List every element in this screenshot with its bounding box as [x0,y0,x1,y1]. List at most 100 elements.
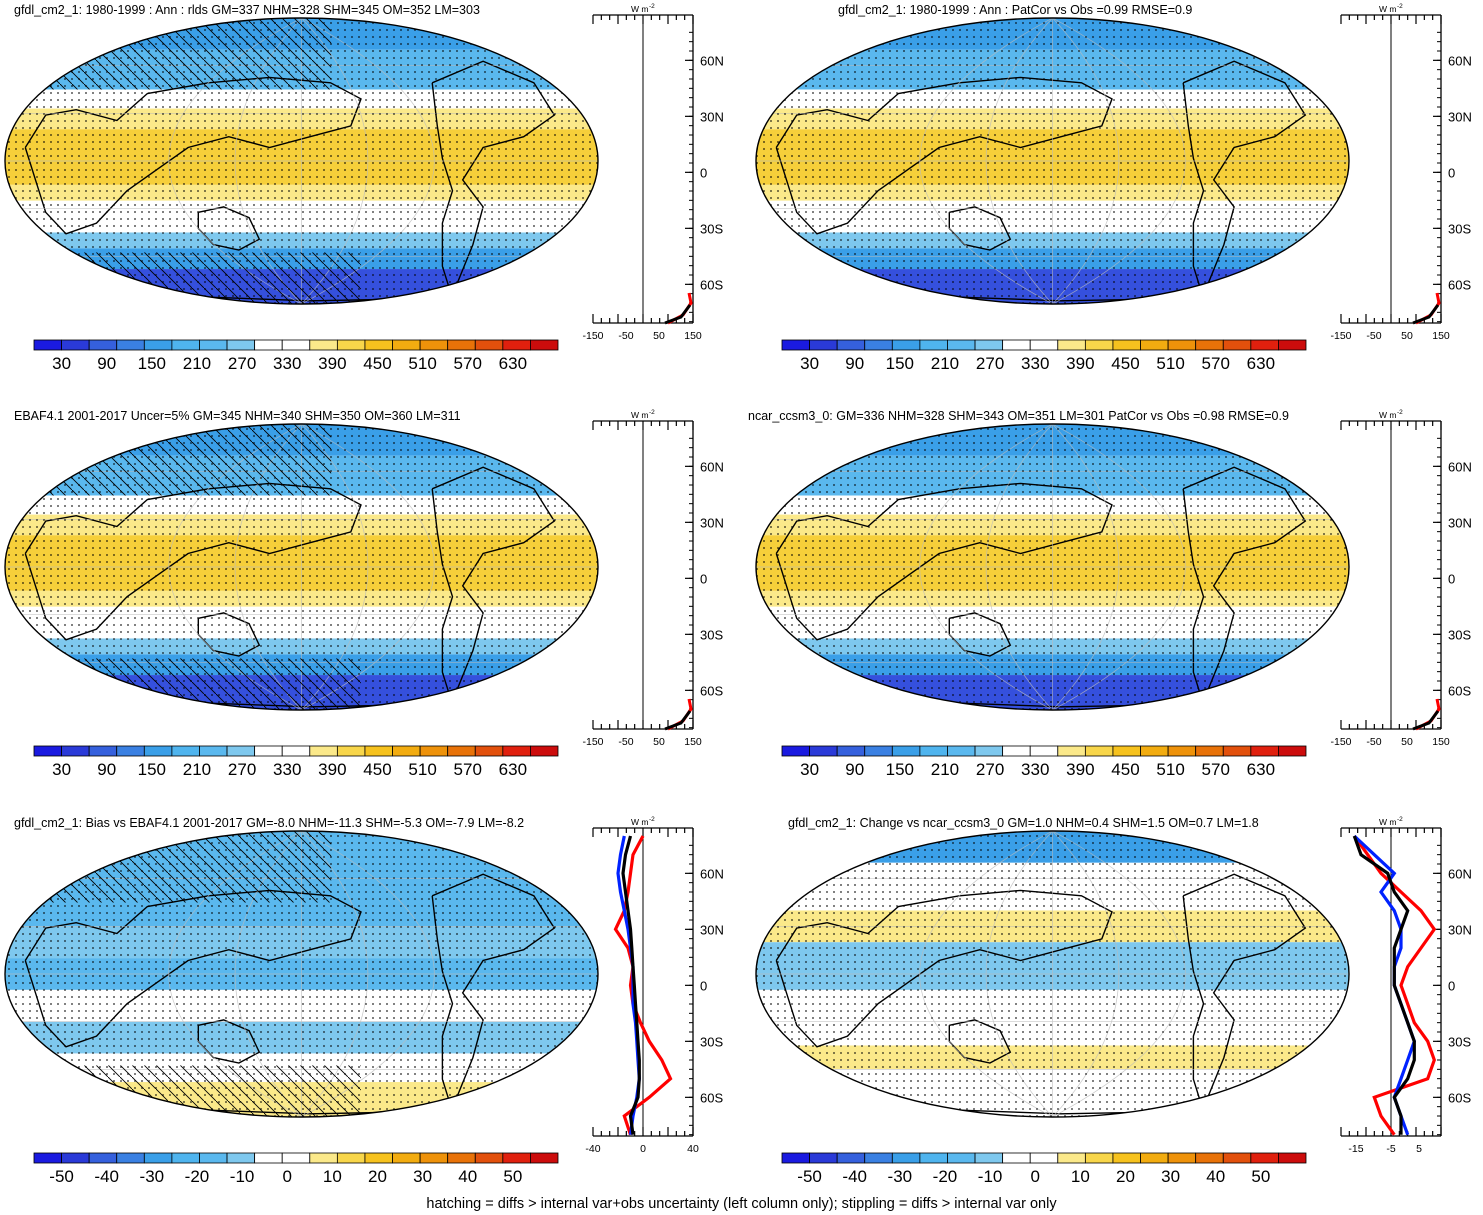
x-tick-label: -150 [582,736,603,748]
colorbar-label: -50 [797,1167,822,1186]
colorbar-box [171,1152,200,1164]
zonal-mean-plot: W m -2 60N 30N 0 30S 60S -150 -50 50 150 [1330,3,1471,342]
colorbar-label: 30 [52,760,71,779]
colorbar-box [974,1152,1004,1164]
colorbar-box [447,1152,476,1164]
colorbar-box [1029,745,1059,757]
series-black-line [621,835,641,1135]
colorbar-label: 510 [408,354,436,373]
colorbar-box [1084,339,1114,351]
colorbar-box [143,745,173,757]
colorbar-label: 630 [1247,760,1275,779]
colorbar-box [864,745,893,757]
x-tick-label: -15 [1348,1143,1363,1155]
colorbar-box [171,745,200,757]
lat-label: 0 [1448,571,1455,586]
lat-label: 30N [700,922,724,937]
colorbar-box [864,339,893,351]
lat-label: 60S [1448,1090,1471,1105]
lat-label: 30S [700,221,723,236]
series-black-line [1412,710,1440,731]
colorbar-box [143,339,173,351]
colorbar-box [254,339,283,351]
lat-label: 30S [1448,627,1471,642]
colorbar-box [1278,339,1307,351]
colorbar-box [254,745,283,757]
colorbar-box [88,745,118,757]
zonal-mean-plot: W m -2 60N 30N 0 30S 60S -150 -50 50 150 [582,409,723,748]
colorbar-box [836,745,866,757]
colorbar-label: 30 [413,1167,432,1186]
colorbar-label: -10 [230,1167,255,1186]
colorbar-box [502,745,531,757]
panel-title: ncar_ccsm3_0: GM=336 NHM=328 SHM=343 OM=… [748,409,1289,423]
colorbar-label: -10 [978,1167,1003,1186]
colorbar-label: 330 [273,354,301,373]
colorbar-label: 30 [800,354,819,373]
colorbar-box [392,745,421,757]
colorbar-box [33,339,62,351]
lat-label: 30N [1448,515,1472,530]
colorbar-label: 330 [1021,760,1049,779]
colorbar-box [1222,1152,1252,1164]
map-field [5,424,598,710]
colorbar-box [1029,339,1059,351]
lat-label: 60N [1448,459,1472,474]
x-tick-label: -5 [1386,1143,1395,1155]
colorbar-box [809,339,838,351]
colorbar-box [809,745,838,757]
x-tick-label: -150 [1330,736,1351,748]
x-tick-label: 50 [1401,736,1413,748]
colorbar-box [1278,1152,1307,1164]
colorbar-label: -30 [888,1167,913,1186]
lat-label: 0 [700,978,707,993]
colorbar-box [474,339,504,351]
lat-label: 30S [1448,1034,1471,1049]
colorbar-label: 10 [323,1167,342,1186]
colorbar-box [1250,1152,1279,1164]
x-tick-label: -150 [1330,330,1351,342]
colorbar-label: 510 [408,760,436,779]
series-black-line [1352,835,1416,1135]
units-exponent: -2 [649,816,655,823]
colorbar-box [33,745,62,757]
colorbar-box [836,1152,866,1164]
lat-label: 0 [1448,165,1455,180]
panel-graphics: W m -2 60N 30N 0 30S 60S -40 0 40 -50 -40 -30 -20 -10 0… [4,816,724,1186]
units-label: W m [1379,817,1396,827]
colorbar-box [116,339,145,351]
colorbar-box [88,1152,118,1164]
lat-label: 60N [700,866,724,881]
x-tick-label: -50 [1366,736,1381,748]
colorbar-label: 150 [138,354,166,373]
colorbar-box [1195,339,1224,351]
lat-label: 0 [700,165,707,180]
x-tick-label: 150 [1432,736,1450,748]
colorbar-label: 330 [1021,354,1049,373]
colorbar-label: 150 [138,760,166,779]
panel-title: gfdl_cm2_1: Bias vs EBAF4.1 2001-2017 GM… [14,816,525,830]
map-field [756,18,1349,304]
colorbar-box [1057,1152,1086,1164]
colorbar-label: 40 [458,1167,477,1186]
units-label: W m [631,817,648,827]
colorbar-box [364,1152,393,1164]
colorbar-box [947,745,976,757]
colorbar-label: 390 [1066,354,1094,373]
x-tick-label: -150 [582,330,603,342]
colorbar-box [33,1152,62,1164]
colorbar-box [61,339,90,351]
colorbar-label: 390 [318,760,346,779]
x-tick-label: 50 [653,330,665,342]
series-red-line [613,835,673,1136]
colorbar-box [116,745,145,757]
colorbar-box [116,1152,145,1164]
map-field [756,831,1349,1117]
zonal-mean-plot: W m -2 60N 30N 0 30S 60S -15 -5 5 [1340,816,1472,1155]
colorbar-box [61,745,90,757]
map-outline [4,17,599,305]
colorbar-label: 150 [886,354,914,373]
colorbar-box [226,745,256,757]
colorbar-box [1057,745,1086,757]
lat-label: 60N [1448,866,1472,881]
